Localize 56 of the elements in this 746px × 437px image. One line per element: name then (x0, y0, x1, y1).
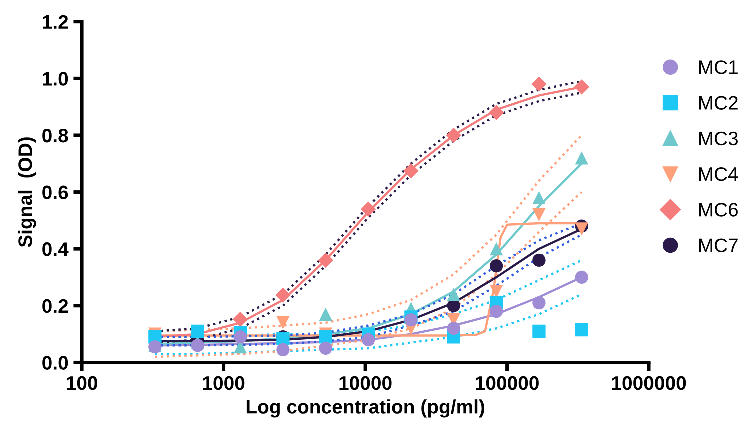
legend-label: MC4 (699, 167, 738, 182)
point (446, 128, 462, 144)
x-tick-label: 1000 (203, 376, 245, 390)
point (490, 260, 504, 273)
legend-label: MC6 (699, 203, 738, 217)
y-tick-label: 0.4 (42, 242, 69, 256)
point (447, 322, 460, 336)
point (319, 342, 332, 356)
point (532, 254, 546, 268)
point (404, 314, 418, 327)
point (191, 339, 204, 352)
x-axis-title: Log concentration (pg/ml) (246, 400, 484, 418)
point (574, 80, 590, 95)
y-tick-label: 1.2 (43, 15, 68, 29)
y-axis-title: Signal (OD) (18, 138, 36, 248)
x-tick-label: 100000 (476, 376, 539, 390)
legend-label: MC2 (699, 96, 738, 110)
y-tick-label: 0.8 (42, 128, 68, 143)
point (276, 316, 290, 330)
y-tick-label: 1.0 (43, 72, 68, 86)
point (319, 330, 332, 344)
point (575, 323, 588, 337)
point (575, 222, 588, 236)
point (490, 285, 504, 298)
point (532, 296, 546, 310)
x-tick-label: 10000 (340, 376, 392, 390)
point (490, 304, 504, 318)
legend-label: MC3 (699, 132, 738, 146)
point (490, 242, 504, 256)
point (191, 324, 204, 338)
point (360, 202, 376, 217)
x-tick-label: 100 (67, 376, 98, 390)
point (404, 163, 419, 179)
point (575, 152, 588, 165)
y-tick-label: 0.2 (42, 299, 68, 314)
point (232, 312, 248, 328)
line-series (154, 191, 583, 358)
point (532, 76, 547, 92)
legend-label: MC7 (699, 238, 738, 252)
point (362, 333, 376, 347)
point (532, 191, 546, 205)
point (319, 308, 332, 322)
point (447, 288, 460, 302)
point (318, 252, 334, 268)
x-tick-label: 1000000 (612, 376, 686, 390)
point (447, 299, 460, 312)
point (234, 330, 248, 344)
y-tick-label: 0.0 (42, 356, 68, 370)
point (532, 208, 546, 222)
point (532, 324, 546, 338)
point (575, 270, 588, 284)
point (276, 288, 291, 303)
legend-label: MC1 (699, 60, 738, 74)
y-tick-label: 0.6 (42, 186, 68, 200)
point (276, 343, 290, 357)
point (488, 105, 504, 120)
